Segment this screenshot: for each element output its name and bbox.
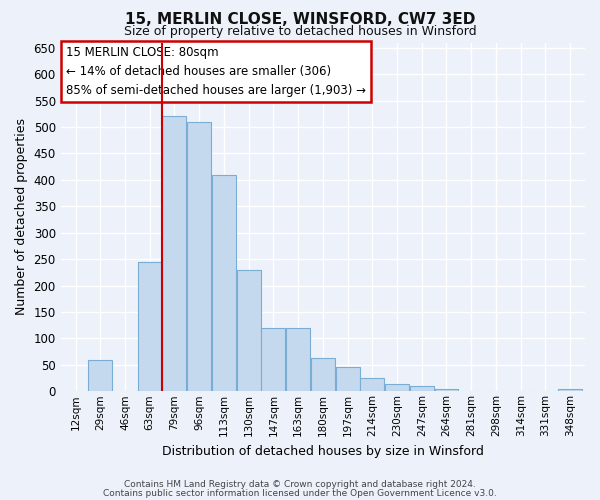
Bar (311, 358, 335, 392)
Bar (236, 270, 260, 392)
Bar (335, 368, 359, 392)
X-axis label: Distribution of detached houses by size in Winsford: Distribution of detached houses by size … (162, 444, 484, 458)
Bar (163, 116, 187, 392)
Bar (385, 384, 409, 392)
Text: 15 MERLIN CLOSE: 80sqm
← 14% of detached houses are smaller (306)
85% of semi-de: 15 MERLIN CLOSE: 80sqm ← 14% of detached… (66, 46, 366, 97)
Bar (262, 328, 286, 392)
Bar (558, 388, 582, 392)
Text: 15, MERLIN CLOSE, WINSFORD, CW7 3ED: 15, MERLIN CLOSE, WINSFORD, CW7 3ED (125, 12, 475, 28)
Bar (212, 174, 236, 392)
Y-axis label: Number of detached properties: Number of detached properties (15, 118, 28, 316)
Bar (410, 386, 434, 392)
Text: Size of property relative to detached houses in Winsford: Size of property relative to detached ho… (124, 25, 476, 38)
Bar (434, 388, 458, 392)
Bar (361, 378, 384, 392)
Bar (187, 122, 211, 392)
Bar (88, 360, 112, 392)
Text: Contains HM Land Registry data © Crown copyright and database right 2024.: Contains HM Land Registry data © Crown c… (124, 480, 476, 489)
Text: Contains public sector information licensed under the Open Government Licence v3: Contains public sector information licen… (103, 489, 497, 498)
Bar (286, 328, 310, 392)
Bar (138, 262, 161, 392)
